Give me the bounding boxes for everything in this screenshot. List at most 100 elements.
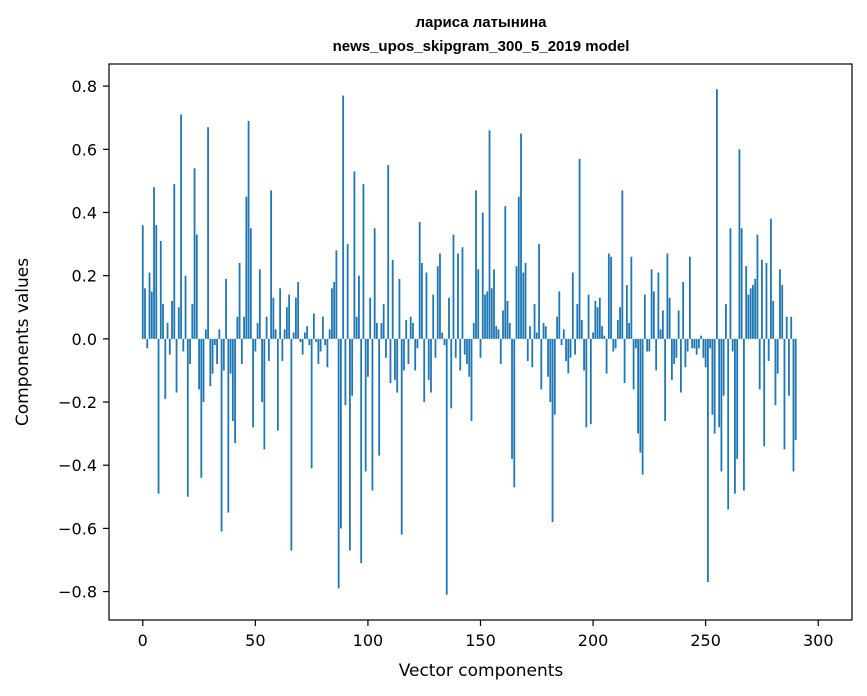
bar bbox=[625, 285, 628, 339]
bar bbox=[324, 338, 327, 346]
bar bbox=[193, 168, 196, 339]
bar bbox=[292, 332, 295, 339]
bar bbox=[312, 313, 315, 339]
bar bbox=[576, 304, 579, 339]
bar bbox=[551, 338, 554, 523]
bar bbox=[747, 294, 750, 339]
bar bbox=[526, 338, 529, 361]
bar bbox=[346, 244, 349, 339]
bar bbox=[616, 319, 619, 339]
bar bbox=[222, 338, 225, 371]
bar bbox=[749, 288, 752, 339]
bar bbox=[461, 247, 464, 339]
bar bbox=[373, 228, 376, 339]
bar bbox=[547, 338, 549, 377]
bar bbox=[758, 338, 761, 390]
bar bbox=[148, 272, 151, 339]
bar bbox=[504, 206, 507, 339]
bar bbox=[315, 338, 318, 342]
bar bbox=[643, 294, 646, 339]
bar bbox=[308, 338, 311, 346]
bar bbox=[490, 288, 493, 339]
bar bbox=[331, 288, 333, 339]
bar bbox=[195, 234, 198, 339]
bar bbox=[141, 225, 144, 339]
bar bbox=[400, 338, 403, 535]
bar bbox=[761, 259, 763, 339]
bar bbox=[544, 326, 547, 339]
bar bbox=[502, 310, 504, 339]
bar bbox=[538, 244, 540, 339]
bar bbox=[337, 338, 340, 589]
bar bbox=[695, 338, 698, 355]
bar bbox=[240, 338, 243, 365]
bar bbox=[267, 338, 270, 361]
bar bbox=[601, 326, 603, 339]
bar bbox=[146, 338, 149, 349]
bar bbox=[258, 269, 261, 339]
bar bbox=[351, 338, 354, 396]
bar bbox=[294, 297, 297, 339]
bar bbox=[794, 338, 797, 440]
bar bbox=[729, 228, 732, 339]
bar bbox=[592, 332, 594, 339]
bar bbox=[657, 272, 660, 339]
bar bbox=[321, 316, 324, 339]
bar bbox=[621, 190, 624, 339]
bar bbox=[716, 89, 718, 339]
bar bbox=[238, 263, 241, 339]
x-axis-label: Vector components bbox=[399, 661, 564, 681]
bar bbox=[270, 190, 273, 339]
x-tick-label: 200 bbox=[578, 631, 609, 650]
bar bbox=[666, 253, 669, 339]
bar bbox=[423, 338, 426, 403]
bar bbox=[670, 338, 673, 380]
bar bbox=[679, 338, 682, 393]
bar bbox=[443, 338, 446, 346]
bar bbox=[430, 338, 432, 393]
bar bbox=[349, 338, 351, 551]
bar bbox=[353, 171, 356, 339]
bar bbox=[391, 259, 394, 339]
bar bbox=[389, 338, 392, 384]
bar bbox=[562, 329, 565, 339]
bar bbox=[191, 304, 194, 339]
bar bbox=[781, 285, 784, 339]
bar bbox=[634, 338, 637, 349]
bar bbox=[646, 338, 649, 352]
bar bbox=[394, 338, 396, 380]
bar bbox=[448, 297, 450, 339]
bar bbox=[598, 297, 601, 339]
bar bbox=[752, 285, 754, 339]
bar bbox=[535, 332, 538, 339]
bar bbox=[164, 338, 167, 399]
bar bbox=[457, 253, 459, 339]
bar bbox=[571, 272, 574, 339]
x-tick-label: 150 bbox=[465, 631, 496, 650]
bar bbox=[707, 338, 709, 583]
bar bbox=[709, 338, 712, 349]
y-tick-label: −0.2 bbox=[58, 393, 97, 412]
bar bbox=[610, 256, 612, 339]
bar bbox=[513, 338, 516, 488]
bar bbox=[450, 338, 453, 409]
bar bbox=[202, 338, 205, 403]
bar bbox=[533, 304, 536, 339]
x-axis-ticks: 0 50 100 150 200 250 300 bbox=[138, 620, 834, 650]
y-tick-label: −0.6 bbox=[58, 519, 97, 538]
bar bbox=[736, 338, 739, 459]
bar bbox=[412, 323, 414, 339]
y-tick-label: 0.0 bbox=[72, 330, 97, 349]
bar bbox=[612, 338, 615, 352]
bar bbox=[767, 338, 770, 361]
bar bbox=[360, 338, 363, 564]
y-axis-ticks: −0.8 −0.6 −0.4 −0.2 0.0 0.2 0.4 0.6 0.8 bbox=[58, 77, 109, 602]
bar bbox=[549, 338, 552, 403]
bar bbox=[641, 338, 644, 475]
bar bbox=[387, 165, 390, 339]
bar bbox=[788, 338, 790, 396]
bar bbox=[661, 310, 664, 339]
bar bbox=[520, 133, 522, 339]
y-tick-label: −0.4 bbox=[58, 456, 97, 475]
